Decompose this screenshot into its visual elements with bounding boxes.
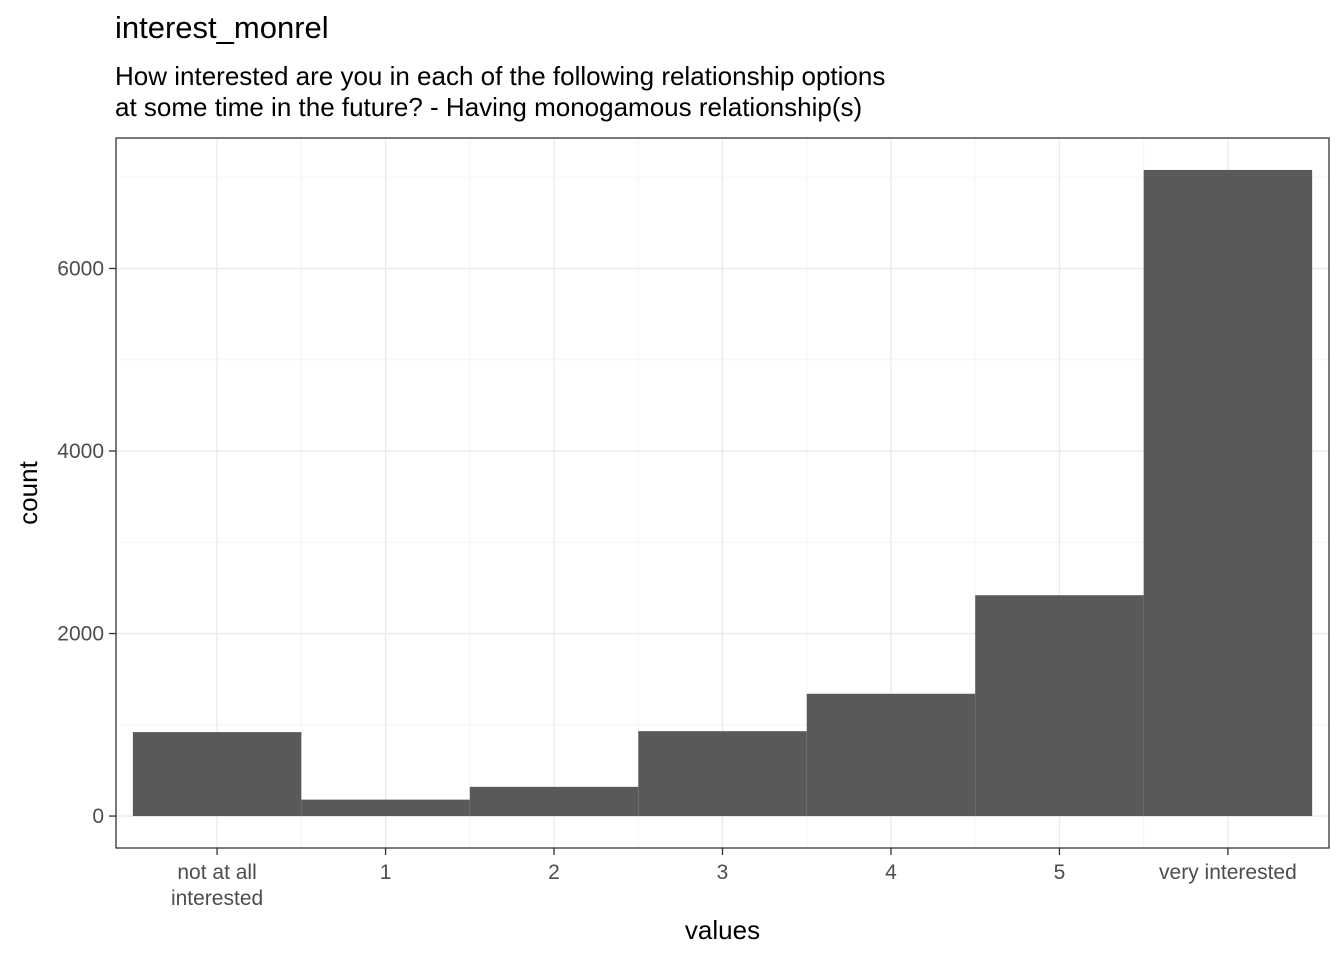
x-tick-label: 2 (548, 861, 560, 884)
bar (301, 799, 470, 817)
bar (469, 786, 639, 817)
x-tick-label: 1 (380, 861, 392, 884)
y-tick-label: 2000 (57, 623, 104, 646)
bar (132, 732, 302, 817)
x-tick-label: very interested (1159, 861, 1297, 884)
subtitle-line-1: How interested are you in each of the fo… (115, 61, 886, 91)
bar (1143, 169, 1313, 817)
x-axis-label: values (685, 915, 760, 945)
x-axis: not at all interested 1 2 3 4 5 very interested (171, 848, 1297, 910)
y-tick-label: 0 (92, 805, 104, 828)
x-tick-label: 3 (717, 861, 729, 884)
bar (806, 693, 976, 817)
bar (638, 731, 807, 817)
x-tick-label: 5 (1054, 861, 1066, 884)
x-tick-label: 4 (885, 861, 897, 884)
chart-title: interest_monrel (115, 10, 329, 45)
y-tick-label: 4000 (57, 440, 104, 463)
bar (975, 595, 1144, 817)
bars (132, 169, 1313, 817)
chart-subtitle: How interested are you in each of the fo… (115, 61, 885, 123)
subtitle-line-2: at some time in the future? - Having mon… (115, 92, 863, 122)
x-tick-label: not at all interested (171, 861, 263, 910)
y-tick-label: 6000 (57, 258, 104, 281)
y-axis-label: count (13, 460, 43, 524)
y-axis: 0 2000 4000 6000 (57, 258, 116, 828)
